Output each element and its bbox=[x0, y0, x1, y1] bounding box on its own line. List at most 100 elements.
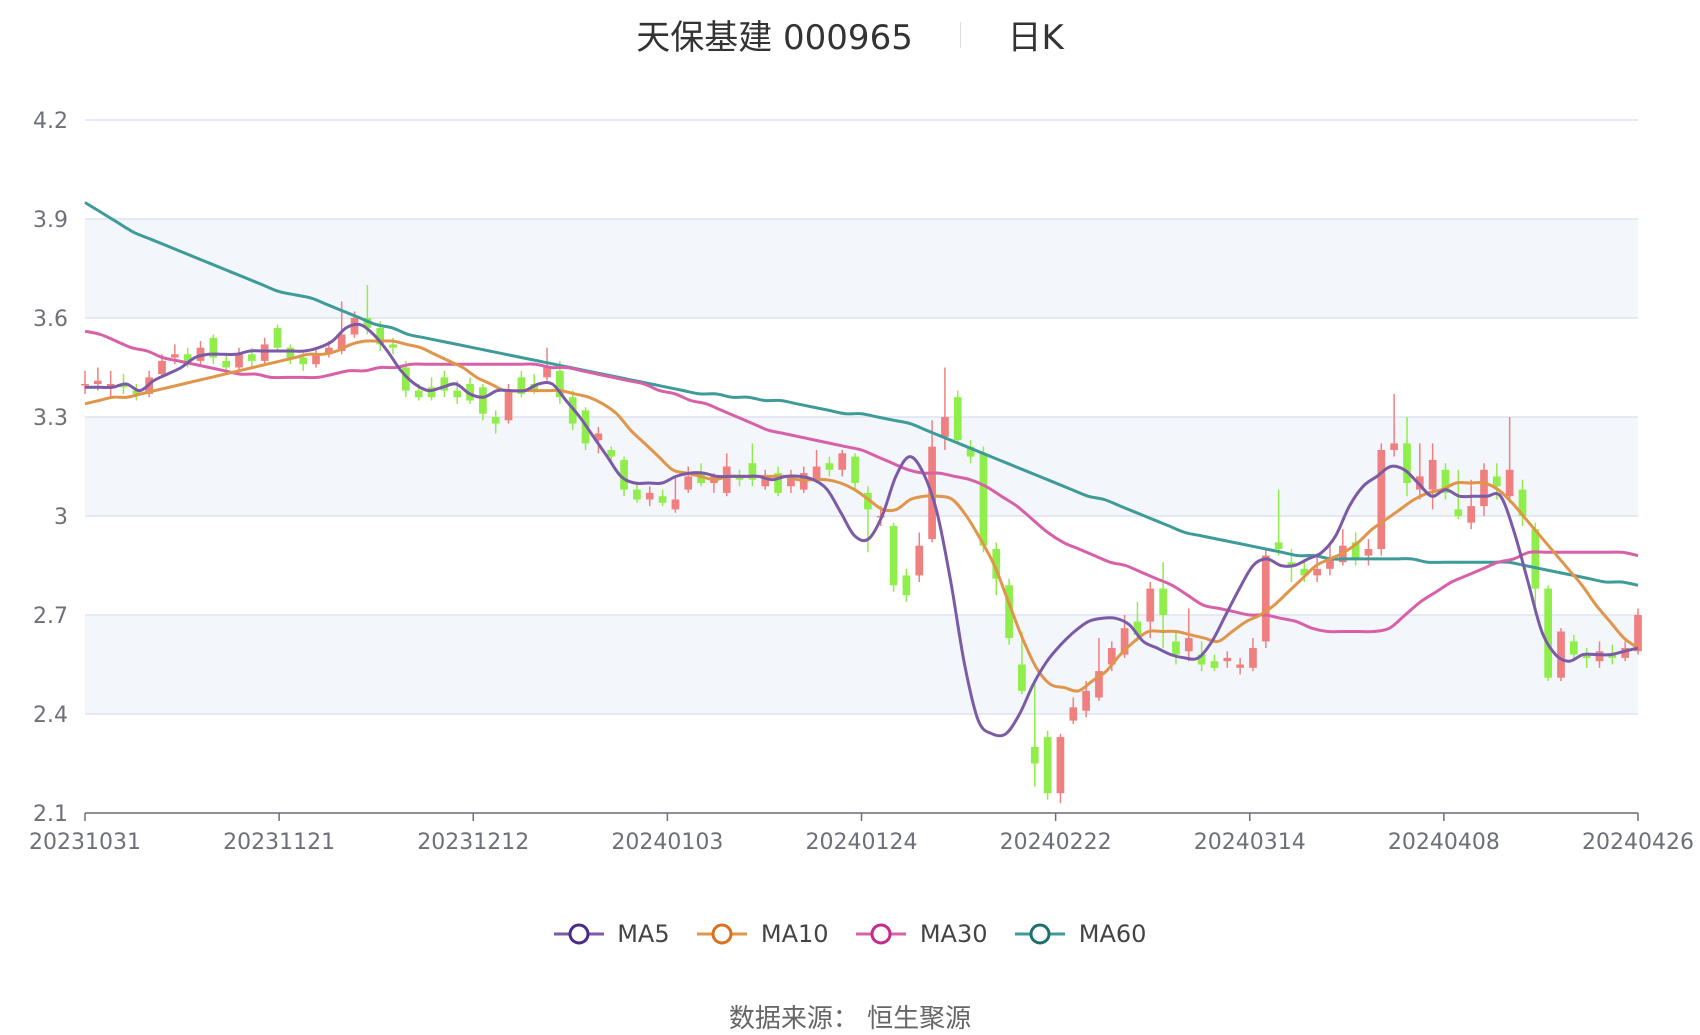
candle-body bbox=[1351, 542, 1360, 559]
candle-body bbox=[1313, 568, 1321, 576]
x-tick-label: 20231121 bbox=[223, 830, 335, 855]
legend-label-ma30: MA30 bbox=[919, 919, 988, 948]
candle-body bbox=[504, 390, 513, 421]
y-tick-label: 3 bbox=[54, 505, 68, 530]
candle-body bbox=[774, 473, 782, 493]
x-tick-label: 20231031 bbox=[29, 830, 141, 855]
candle-body bbox=[543, 367, 551, 378]
data-source: 数据来源： 恒生聚源 bbox=[728, 1004, 972, 1034]
candle-body bbox=[684, 476, 693, 490]
legend: MA5 MA10 MA30 MA60 bbox=[0, 918, 1700, 948]
x-tick-label: 20240222 bbox=[1000, 830, 1112, 855]
candle-body bbox=[1030, 747, 1039, 764]
candle-body bbox=[902, 575, 911, 596]
candle-body bbox=[1377, 450, 1386, 549]
y-tick-label: 4.2 bbox=[33, 109, 68, 134]
candle-body bbox=[1133, 621, 1142, 635]
candle-body bbox=[915, 545, 924, 576]
candle-body bbox=[812, 466, 821, 480]
candle-body bbox=[273, 327, 282, 348]
period-label: 日K bbox=[1007, 18, 1064, 58]
candle-body bbox=[838, 453, 847, 470]
candle-body bbox=[633, 489, 641, 500]
candle-body bbox=[1544, 588, 1553, 678]
candle-body bbox=[966, 446, 975, 457]
candle-body bbox=[363, 318, 372, 328]
candle-body bbox=[209, 337, 218, 358]
candle-body bbox=[235, 354, 243, 368]
candle-body bbox=[556, 370, 564, 398]
candle-body bbox=[299, 357, 308, 365]
candle-body bbox=[1441, 469, 1450, 493]
candle-body bbox=[1403, 443, 1411, 483]
candle-body bbox=[517, 377, 526, 394]
candle-body bbox=[787, 476, 795, 487]
candle-body bbox=[1043, 737, 1052, 794]
candle-body bbox=[1120, 628, 1129, 655]
x-tick-label: 20231212 bbox=[417, 830, 529, 855]
candle-body bbox=[607, 450, 616, 457]
y-tick-label: 2.4 bbox=[33, 703, 68, 728]
y-tick-label: 3.6 bbox=[33, 307, 68, 332]
candle-body bbox=[427, 387, 436, 398]
candle-body bbox=[93, 380, 102, 384]
candle-body bbox=[671, 499, 680, 510]
candle-body bbox=[414, 390, 423, 398]
candle-body bbox=[1159, 588, 1167, 615]
candle-body bbox=[1249, 648, 1257, 668]
candle-body bbox=[889, 525, 898, 586]
stock-name-code: 天保基建 000965 bbox=[636, 18, 913, 58]
candle-body bbox=[1300, 568, 1309, 576]
candle-body bbox=[1467, 506, 1475, 523]
candle-body bbox=[1095, 671, 1103, 698]
x-tick-label: 20240103 bbox=[611, 830, 723, 855]
candle-body bbox=[1634, 615, 1642, 652]
candle-body bbox=[1390, 443, 1398, 450]
candle-body bbox=[1531, 529, 1540, 589]
candle-body bbox=[953, 397, 962, 441]
candle-body bbox=[1518, 489, 1527, 516]
candle-body bbox=[992, 549, 1001, 579]
candle-body bbox=[132, 390, 141, 394]
candle-body bbox=[1326, 558, 1334, 569]
y-tick-label: 2.7 bbox=[33, 604, 68, 629]
candle-body bbox=[1582, 654, 1591, 658]
grid-band bbox=[85, 615, 1638, 714]
candle-body bbox=[1107, 648, 1116, 665]
legend-item-ma10[interactable]: MA10 bbox=[697, 919, 829, 948]
candle-body bbox=[722, 466, 731, 493]
candle-body bbox=[1480, 469, 1488, 507]
candle-body bbox=[594, 433, 603, 441]
legend-item-ma5[interactable]: MA5 bbox=[553, 919, 670, 948]
candle-body bbox=[1018, 664, 1026, 691]
candle-body bbox=[491, 417, 500, 424]
candle-body bbox=[350, 318, 359, 335]
title-divider bbox=[959, 21, 961, 48]
candle-body bbox=[337, 334, 346, 351]
candle-body bbox=[1595, 651, 1604, 662]
x-tick-label: 20240408 bbox=[1388, 830, 1500, 855]
candle-body bbox=[864, 492, 872, 510]
legend-ma30-marker bbox=[856, 923, 907, 944]
candle-body bbox=[1287, 562, 1296, 566]
x-tick-label: 20240426 bbox=[1582, 830, 1694, 855]
ma-line-ma60 bbox=[84, 201, 1639, 587]
candle-body bbox=[312, 354, 320, 365]
candle-body bbox=[1274, 542, 1283, 549]
candle-body bbox=[1210, 661, 1219, 668]
y-tick-label: 2.1 bbox=[33, 802, 68, 827]
legend-ma60-marker bbox=[1015, 923, 1066, 944]
candle-body bbox=[1082, 690, 1090, 711]
candle-body bbox=[825, 463, 834, 470]
candle-body bbox=[325, 347, 333, 355]
legend-item-ma60[interactable]: MA60 bbox=[1015, 919, 1146, 948]
legend-item-ma30[interactable]: MA30 bbox=[856, 919, 988, 948]
candle-body bbox=[979, 453, 988, 546]
legend-label-ma5: MA5 bbox=[617, 919, 670, 948]
candle-body bbox=[1621, 648, 1630, 658]
candle-body bbox=[440, 377, 449, 391]
y-tick-label: 3.9 bbox=[33, 208, 68, 233]
candle-body bbox=[376, 327, 385, 345]
candle-body bbox=[1569, 641, 1578, 655]
